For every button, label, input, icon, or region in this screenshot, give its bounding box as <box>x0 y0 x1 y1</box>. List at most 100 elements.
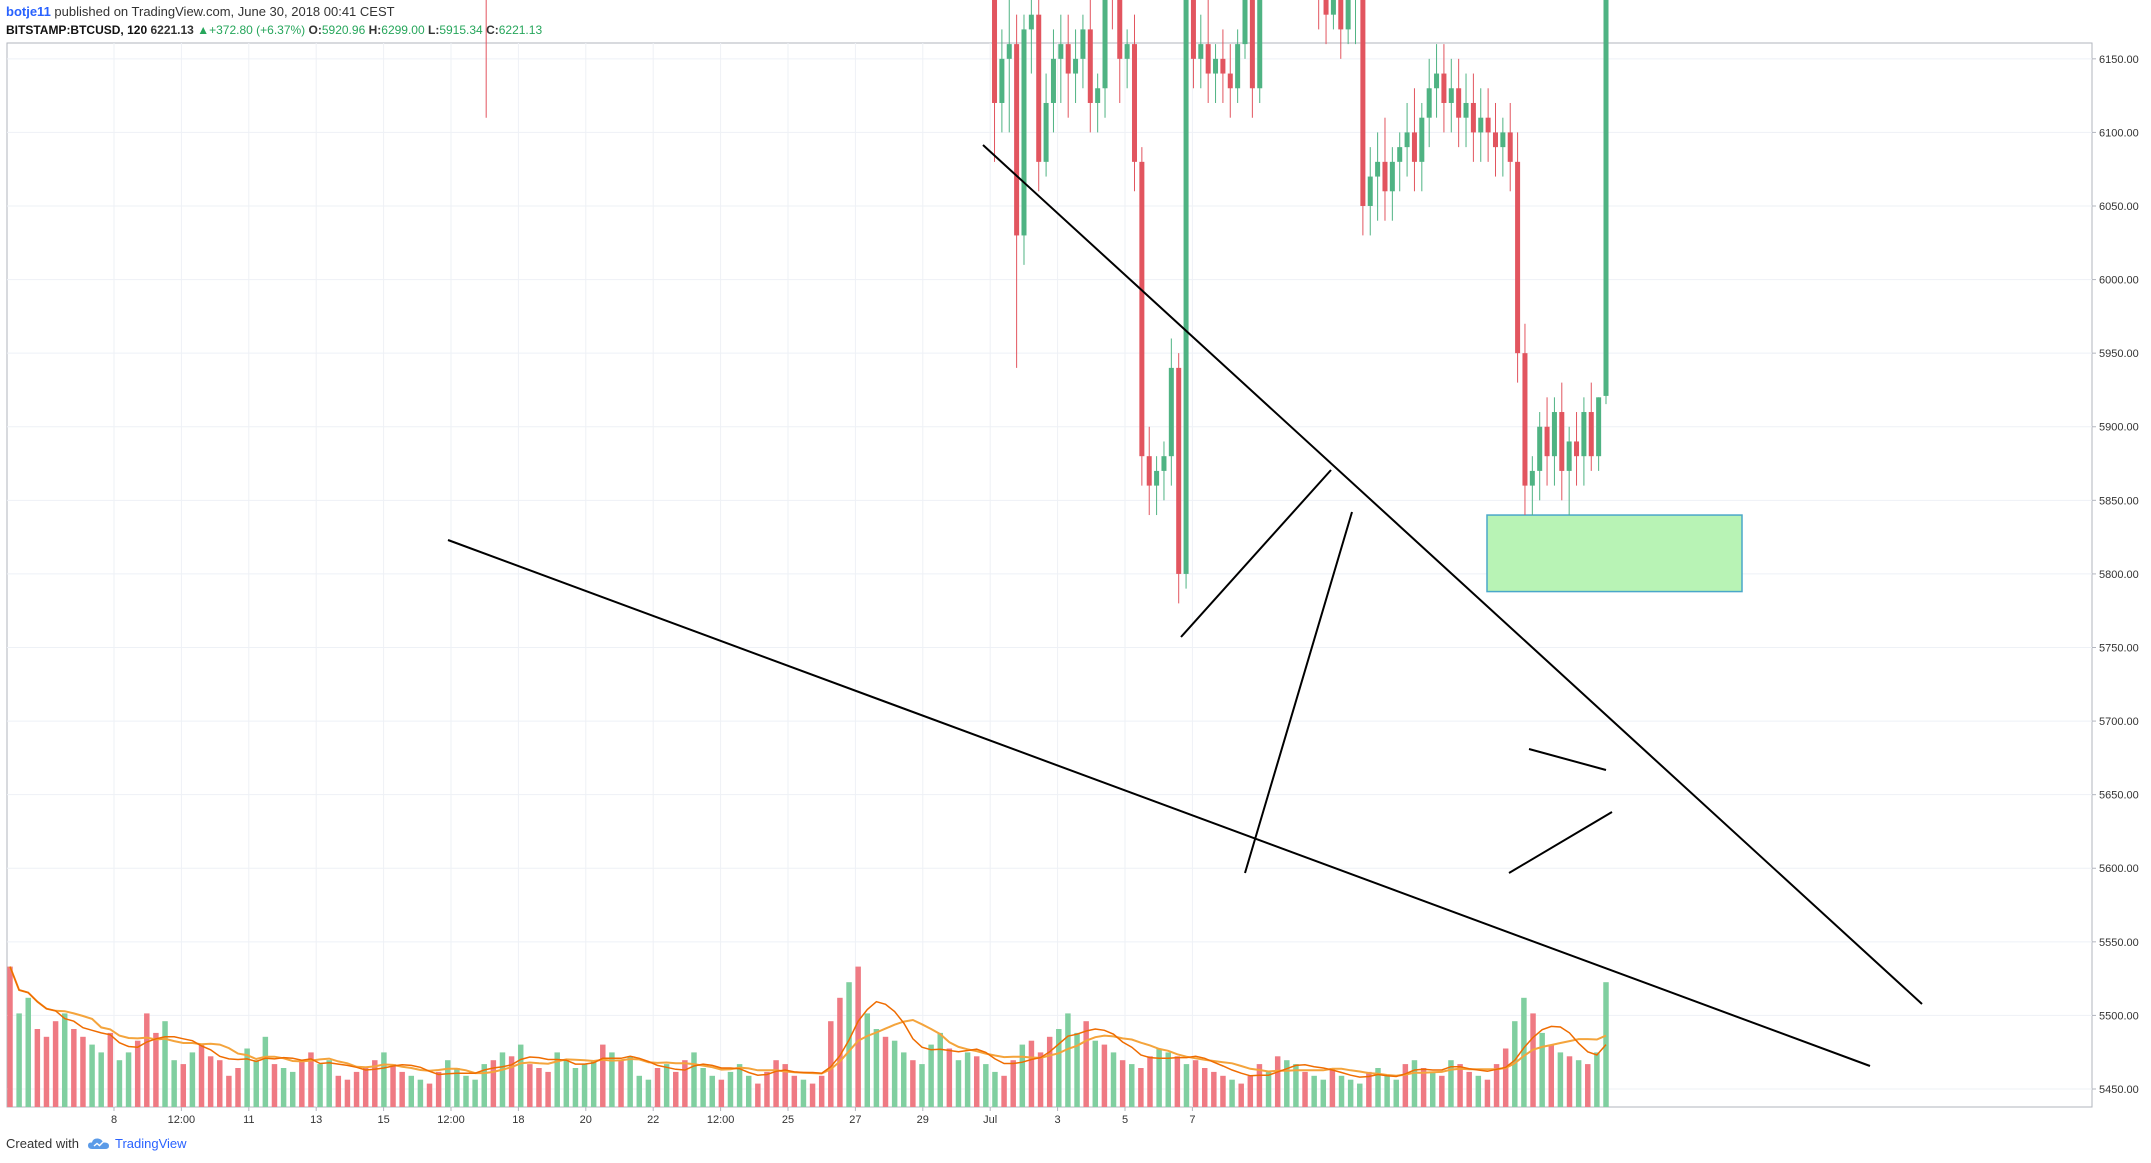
volume-bar <box>180 1064 187 1107</box>
candle-body <box>1227 73 1233 89</box>
volume-bar <box>1284 1060 1290 1107</box>
volume-bar <box>773 1060 779 1107</box>
volume-bar <box>1347 1079 1354 1107</box>
volume-bar <box>545 1071 551 1107</box>
volume-bar <box>1092 1040 1099 1107</box>
candle-body <box>1603 0 1609 396</box>
volume-bar <box>1256 1064 1263 1107</box>
low-label: L: <box>428 23 440 37</box>
volume-bar <box>1384 1075 1390 1107</box>
volume-bar <box>1046 1036 1053 1107</box>
volume-bar <box>1238 1083 1244 1107</box>
volume-bar <box>1156 1048 1162 1107</box>
volume-bar <box>217 1060 223 1107</box>
volume-bar <box>116 1060 123 1107</box>
volume-bar <box>189 1052 196 1107</box>
high-label: H: <box>368 23 382 37</box>
volume-bar <box>736 1064 743 1107</box>
volume-bar <box>107 1032 114 1107</box>
volume-bar <box>1201 1068 1208 1107</box>
wedge-top-line <box>1528 748 1607 771</box>
volume-bar <box>1165 1052 1171 1107</box>
volume-bar <box>727 1071 734 1107</box>
volume-bar <box>226 1075 232 1107</box>
volume-bar <box>481 1064 487 1107</box>
volume-bar <box>335 1075 342 1107</box>
candle-body <box>1235 44 1241 89</box>
volume-bar <box>928 1044 934 1107</box>
candle-body <box>1441 73 1447 103</box>
time-tick-label: 12:00 <box>437 1114 465 1126</box>
candle-body <box>1161 456 1167 471</box>
volume-bar <box>1211 1071 1217 1107</box>
volume-bar <box>745 1075 752 1107</box>
last-price: 6221.13 <box>150 23 194 37</box>
candle-body <box>1257 0 1263 89</box>
candle-body <box>1338 0 1344 30</box>
volume-bar <box>34 1029 41 1107</box>
volume-bar <box>983 1064 989 1107</box>
volume-bar <box>25 997 31 1107</box>
open-value: 5920.96 <box>321 23 366 37</box>
candle-body <box>1588 412 1594 457</box>
price-axis[interactable]: 6950.006900.006850.006800.006750.006700.… <box>2092 0 2149 1096</box>
time-axis[interactable]: 8 12:00 11 13 15 12:00 18 20 22 12:00 25 27 29 Jul 3 5 7 <box>111 1107 1196 1126</box>
volume-bar <box>1402 1064 1409 1107</box>
candle-body <box>1080 29 1086 59</box>
volume-bar <box>828 1021 834 1107</box>
volume-bar <box>1539 1032 1545 1107</box>
volume-bar <box>1366 1071 1372 1107</box>
volume-bar <box>499 1052 506 1107</box>
volume-bar <box>946 1048 953 1107</box>
volume-bar <box>417 1079 424 1107</box>
volume-bar <box>609 1052 615 1107</box>
wedge-bottom-line <box>1508 811 1613 874</box>
candle-body <box>1198 44 1204 59</box>
volume-bar <box>271 1064 278 1107</box>
candle-body <box>1463 102 1469 118</box>
volume-bar <box>873 1029 880 1107</box>
candle-body <box>1124 44 1130 59</box>
flag-line-1 <box>1180 469 1332 638</box>
volume-bar <box>1229 1079 1235 1107</box>
volume-bar <box>1311 1075 1317 1107</box>
candle-body <box>1522 353 1528 486</box>
volume-bar <box>1101 1044 1108 1107</box>
volume-bar <box>207 1056 214 1107</box>
tradingview-link[interactable]: TradingView <box>87 1136 187 1151</box>
volume-bar <box>1357 1083 1363 1107</box>
volume-bar <box>1530 1013 1536 1107</box>
candle-body <box>999 58 1005 103</box>
volume-bar <box>7 966 13 1107</box>
candle-body <box>1566 441 1572 471</box>
candle-body <box>1028 14 1034 30</box>
volume-bar <box>1183 1064 1190 1107</box>
volume-bar <box>472 1079 478 1107</box>
volume-bar <box>144 1013 150 1107</box>
volume-bar <box>98 1052 104 1107</box>
time-tick-label: 12:00 <box>168 1114 196 1126</box>
candle-body <box>1596 397 1602 457</box>
volume-bar <box>1475 1075 1482 1107</box>
price-tick-label: 5700.00 <box>2099 716 2139 728</box>
candle-body <box>1065 44 1071 74</box>
candle-body <box>1139 161 1145 457</box>
candle-body <box>1411 132 1417 162</box>
volume-bar <box>1001 1075 1007 1107</box>
price-tick-label: 5850.00 <box>2099 495 2139 507</box>
plot-area[interactable] <box>6 42 2093 1108</box>
volume-bar <box>910 1060 916 1107</box>
volume-bar <box>901 1052 907 1107</box>
volume-bar <box>600 1044 606 1107</box>
volume-bar <box>1192 1060 1199 1107</box>
candle-body <box>1131 44 1138 162</box>
volume-bar <box>435 1071 442 1107</box>
grid <box>7 43 2092 1107</box>
author-link[interactable]: botje11 <box>6 4 51 19</box>
time-tick-label: 22 <box>647 1114 659 1126</box>
volume-bar <box>1457 1064 1463 1107</box>
volume-bar <box>800 1079 807 1107</box>
lower-trendline <box>447 539 1871 1067</box>
volume-bar <box>426 1083 433 1107</box>
